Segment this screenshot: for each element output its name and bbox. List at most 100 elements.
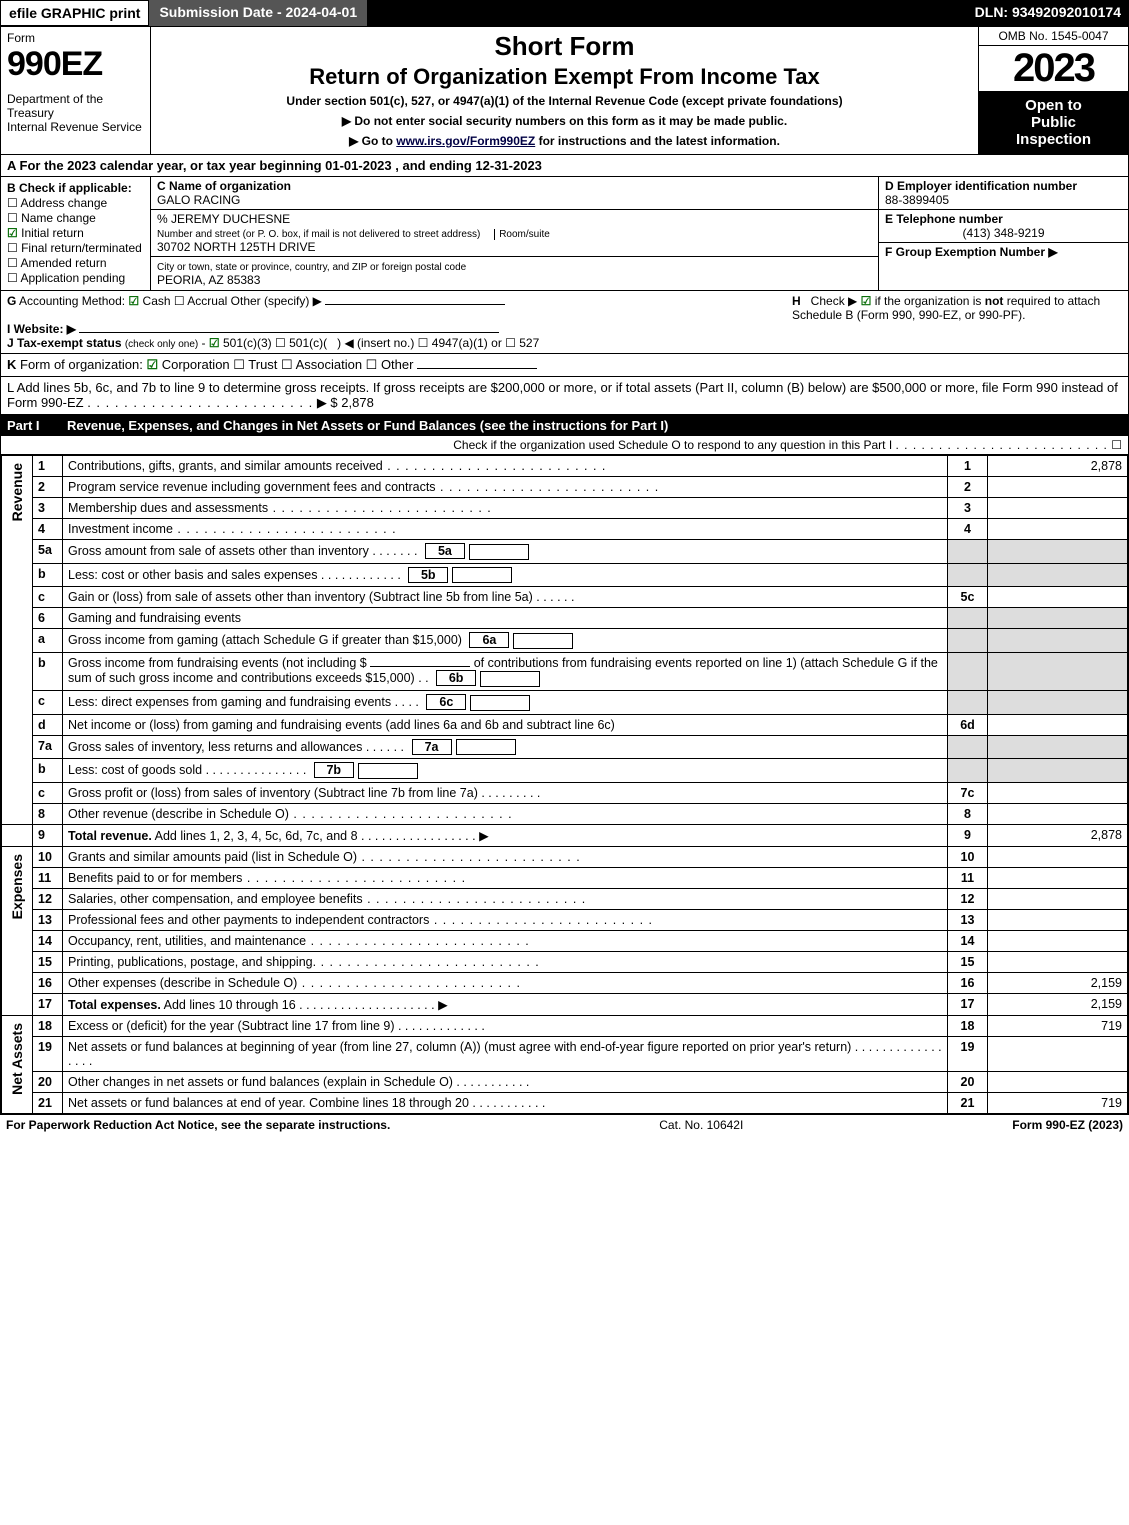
org-name: GALO RACING (157, 193, 240, 207)
short-form-title: Short Form (159, 31, 970, 62)
line-7c-desc: Gross profit or (loss) from sales of inv… (68, 786, 478, 800)
line-14-val (988, 930, 1128, 951)
line-12-desc: Salaries, other compensation, and employ… (68, 892, 363, 906)
goto-prefix: ▶ Go to (349, 134, 396, 148)
efile-print-button[interactable]: efile GRAPHIC print (0, 0, 149, 26)
line-6d-val (988, 714, 1128, 735)
line-11-box: 11 (948, 867, 988, 888)
line-5b-val (988, 563, 1128, 587)
line-4-val (988, 519, 1128, 540)
submission-date: Submission Date - 2024-04-01 (149, 0, 367, 26)
line-9-desc: Total revenue. (68, 829, 152, 843)
addr-label: Number and street (or P. O. box, if mail… (157, 229, 480, 240)
check-name-change[interactable]: ☐ Name change (7, 211, 144, 225)
line-4-desc: Investment income (68, 522, 173, 536)
line-2-box: 2 (948, 477, 988, 498)
line-16-box: 16 (948, 972, 988, 993)
line-2-num: 2 (33, 477, 63, 498)
city-state-zip: PEORIA, AZ 85383 (157, 273, 260, 287)
line-12-box: 12 (948, 888, 988, 909)
line-13-box: 13 (948, 909, 988, 930)
line-6c-box (948, 690, 988, 714)
line-11-num: 11 (33, 867, 63, 888)
page-footer: For Paperwork Reduction Act Notice, see … (0, 1115, 1129, 1135)
line-20-box: 20 (948, 1071, 988, 1092)
line-19-num: 19 (33, 1036, 63, 1071)
line-5a-num: 5a (33, 540, 63, 564)
check-amended-return[interactable]: ☐ Amended return (7, 256, 144, 270)
line-7a-num: 7a (33, 735, 63, 759)
line-16-val: 2,159 (988, 972, 1128, 993)
line-21-desc: Net assets or fund balances at end of ye… (68, 1096, 469, 1110)
tax-year: 2023 (979, 46, 1128, 91)
b-label: B Check if applicable: (7, 181, 132, 195)
line-5c-num: c (33, 587, 63, 608)
line-11-val (988, 867, 1128, 888)
line-15-num: 15 (33, 951, 63, 972)
line-5b-desc: Less: cost or other basis and sales expe… (68, 568, 317, 582)
h-schedule-b: H Check ▶ ☑ if the organization is not r… (792, 294, 1122, 350)
line-6-desc: Gaming and fundraising events (63, 608, 948, 629)
line-7a-val (988, 735, 1128, 759)
line-8-box: 8 (948, 803, 988, 824)
line-7b-val (988, 759, 1128, 783)
e-phone-label: E Telephone number (885, 212, 1003, 226)
line-2-val (988, 477, 1128, 498)
line-6a-num: a (33, 629, 63, 653)
line-7a-box (948, 735, 988, 759)
goto-line: ▶ Go to www.irs.gov/Form990EZ for instru… (159, 134, 970, 148)
check-initial-return[interactable]: ☑ Initial return (7, 226, 144, 240)
column-c-org-info: C Name of organization GALO RACING % JER… (151, 177, 878, 290)
line-9-num: 9 (33, 824, 63, 846)
open-line1: Open to (983, 97, 1124, 114)
form-word: Form (7, 31, 144, 45)
lines-table: Revenue 1 Contributions, gifts, grants, … (1, 455, 1128, 1114)
line-21-box: 21 (948, 1092, 988, 1113)
dln: DLN: 93492092010174 (967, 0, 1129, 26)
check-address-change[interactable]: ☐ Address change (7, 196, 144, 210)
care-of: % JEREMY DUCHESNE (157, 212, 290, 226)
row-g-h: G Accounting Method: ☑ Cash ☐ Accrual Ot… (1, 291, 1128, 354)
j-tax-exempt: J Tax-exempt status (check only one) - ☑… (7, 336, 539, 350)
line-6b-box (948, 653, 988, 691)
line-1-desc: Contributions, gifts, grants, and simila… (68, 459, 383, 473)
return-title: Return of Organization Exempt From Incom… (159, 64, 970, 90)
line-7b-num: b (33, 759, 63, 783)
check-final-return[interactable]: ☐ Final return/terminated (7, 241, 144, 255)
line-18-num: 18 (33, 1015, 63, 1036)
line-6a-val (988, 629, 1128, 653)
line-6c-desc: Less: direct expenses from gaming and fu… (68, 695, 391, 709)
line-6c-val (988, 690, 1128, 714)
check-application-pending[interactable]: ☐ Application pending (7, 271, 144, 285)
ssn-warning: ▶ Do not enter social security numbers o… (159, 114, 970, 128)
line-10-val (988, 846, 1128, 867)
ein-value: 88-3899405 (885, 193, 949, 207)
line-14-desc: Occupancy, rent, utilities, and maintena… (68, 934, 306, 948)
line-3-box: 3 (948, 498, 988, 519)
line-1-box: 1 (948, 456, 988, 477)
footer-cat-no: Cat. No. 10642I (390, 1118, 1012, 1132)
line-5c-box: 5c (948, 587, 988, 608)
goto-suffix: for instructions and the latest informat… (535, 134, 780, 148)
line-8-val (988, 803, 1128, 824)
line-18-desc: Excess or (deficit) for the year (Subtra… (68, 1019, 395, 1033)
line-2-desc: Program service revenue including govern… (68, 480, 436, 494)
line-21-num: 21 (33, 1092, 63, 1113)
side-netassets-label: Net Assets (7, 1019, 27, 1099)
line-7c-val (988, 782, 1128, 803)
column-d-e-f: D Employer identification number 88-3899… (878, 177, 1128, 290)
line-7b-box (948, 759, 988, 783)
line-6-box (948, 608, 988, 629)
line-14-num: 14 (33, 930, 63, 951)
form-header: Form 990EZ Department of the Treasury In… (1, 27, 1128, 155)
line-20-val (988, 1071, 1128, 1092)
dept-treasury: Department of the Treasury Internal Reve… (7, 92, 144, 134)
omb-number: OMB No. 1545-0047 (979, 27, 1128, 46)
g-accounting-method: G Accounting Method: ☑ Cash ☐ Accrual Ot… (7, 294, 505, 308)
under-section: Under section 501(c), 527, or 4947(a)(1)… (159, 94, 970, 108)
irs-link[interactable]: www.irs.gov/Form990EZ (396, 134, 535, 148)
line-10-desc: Grants and similar amounts paid (list in… (68, 850, 357, 864)
line-5a-val (988, 540, 1128, 564)
top-bar: efile GRAPHIC print Submission Date - 20… (0, 0, 1129, 26)
line-6a-desc: Gross income from gaming (attach Schedul… (68, 633, 462, 647)
